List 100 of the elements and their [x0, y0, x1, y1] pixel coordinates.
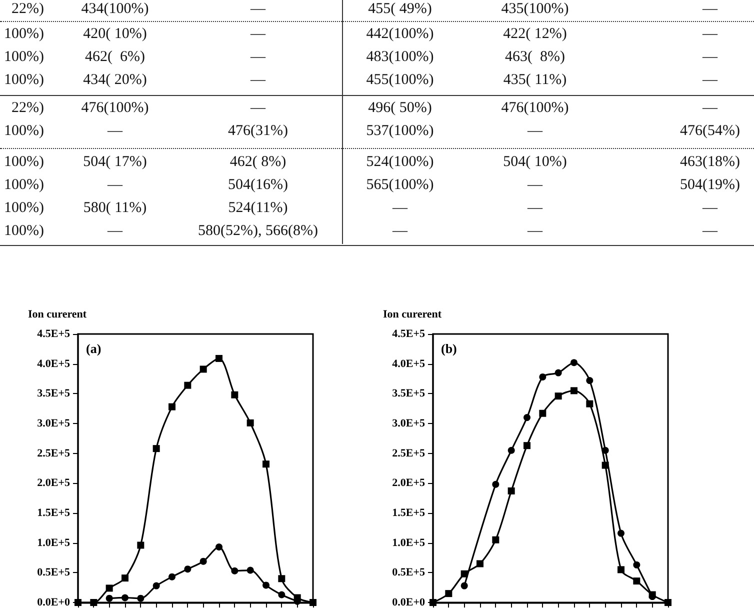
point [539, 410, 546, 417]
text: 580(52%), 566(8%) [197, 223, 319, 240]
point [539, 373, 546, 380]
text: — [702, 26, 718, 43]
text: — [250, 49, 266, 66]
text: — [250, 1, 266, 18]
point [570, 359, 578, 366]
y-tick-label: 0.0E+0 [37, 596, 70, 608]
text: — [250, 100, 266, 117]
text: — [702, 200, 718, 217]
y-tick-label: 1.0E+5 [392, 536, 426, 549]
y-tick-label: 4.5E+5 [392, 328, 426, 340]
y-axis-title: Ion curerent [28, 308, 87, 320]
text: 504(16%) [227, 177, 289, 194]
text: 504( 10%) [502, 154, 568, 171]
text: 420( 10%) [83, 26, 147, 42]
text: 476(100%) [81, 100, 149, 116]
annotation: (b) [441, 341, 457, 356]
text: 463( 8%) [504, 49, 566, 66]
point [106, 594, 113, 602]
y-tick-label: 1.5E+5 [392, 507, 426, 519]
text: 462( 6%) [85, 49, 145, 65]
text: 442(100%) [365, 26, 435, 43]
text: 100%) [4, 123, 44, 140]
point [586, 400, 594, 408]
point [231, 391, 238, 398]
point [200, 558, 207, 565]
point [246, 419, 254, 426]
y-tick-label: 1.0E+5 [37, 536, 70, 549]
point [184, 382, 192, 389]
text: — [250, 72, 266, 89]
y-tick-label: 4.5E+5 [37, 328, 70, 340]
point [122, 594, 128, 602]
text: 537(100%) [365, 123, 435, 140]
text: 476(54%) [679, 123, 741, 140]
point [106, 584, 113, 592]
point [216, 544, 222, 551]
text: — [108, 177, 122, 193]
text: — [702, 223, 718, 240]
y-tick-label: 4.0E+5 [37, 358, 70, 370]
text: — [702, 1, 718, 18]
point [524, 414, 530, 422]
y-axis-title: Ion curerent [383, 308, 442, 320]
y-tick-label: 0.0E+0 [392, 596, 426, 608]
text: — [250, 26, 266, 43]
text: — [108, 123, 122, 139]
point [262, 460, 270, 468]
text: 463(18%) [679, 154, 741, 171]
text: 22%) [12, 100, 44, 117]
point [137, 542, 144, 549]
point [460, 570, 468, 578]
point [231, 567, 238, 574]
text: 434(100%) [81, 1, 149, 17]
text: 434( 20%) [83, 72, 147, 88]
text: 22%) [12, 1, 44, 18]
point [137, 594, 144, 602]
text: 100%) [4, 177, 44, 194]
point [554, 369, 562, 376]
text: 100%) [4, 223, 44, 240]
text: 524(100%) [365, 154, 435, 171]
point [554, 392, 562, 400]
annotation: (a) [86, 341, 102, 356]
point [278, 591, 286, 598]
text: — [702, 72, 718, 89]
point [492, 480, 500, 488]
text: 100%) [4, 26, 44, 43]
text: — [392, 200, 408, 217]
text: 100%) [4, 200, 44, 217]
point [262, 582, 270, 589]
text: 455( 49%) [367, 1, 433, 18]
text: — [526, 223, 544, 240]
text: 476(31%) [227, 123, 289, 140]
text: 462( 8%) [228, 154, 288, 171]
point [633, 561, 640, 568]
point [492, 536, 500, 544]
y-tick-label: 3.5E+5 [37, 388, 70, 400]
y-tick-label: 3.0E+5 [392, 418, 426, 430]
point [445, 590, 452, 598]
point [476, 560, 484, 568]
text: 565(100%) [365, 177, 435, 194]
text: — [392, 223, 408, 239]
point [460, 582, 468, 590]
text: 100%) [4, 154, 44, 171]
point [618, 530, 624, 537]
point [633, 578, 640, 585]
y-tick-label: 1.5E+5 [37, 507, 70, 519]
point [570, 387, 578, 394]
y-tick-label: 2.0E+5 [37, 477, 70, 490]
text: — [526, 200, 544, 217]
text: 422( 12%) [502, 26, 568, 43]
point [122, 574, 128, 582]
point [508, 487, 515, 494]
point [152, 582, 160, 590]
point [216, 354, 222, 362]
point [152, 445, 160, 452]
text: — [108, 223, 122, 239]
y-tick-label: 2.5E+5 [37, 447, 70, 460]
point [90, 599, 98, 606]
y-tick-label: 3.5E+5 [392, 388, 426, 400]
point [586, 377, 594, 384]
